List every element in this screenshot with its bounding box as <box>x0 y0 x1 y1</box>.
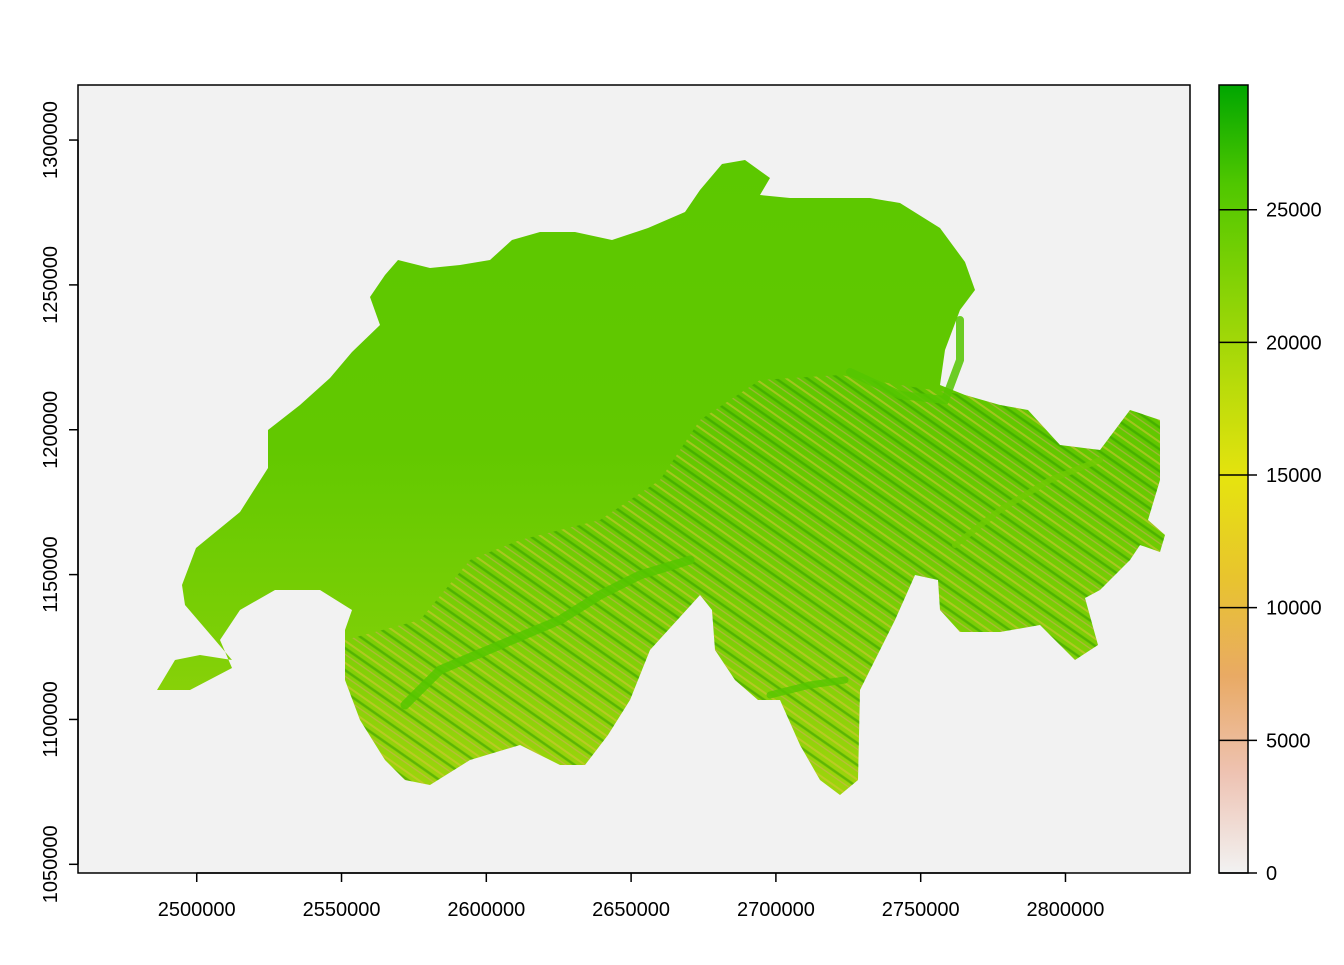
x-axis: 2500000 2550000 2600000 2650000 2700000 27500… <box>158 872 1105 921</box>
y-tick-label: 1050000 <box>40 825 62 903</box>
alpine-texture <box>345 375 1165 795</box>
rhine-valley <box>846 316 964 405</box>
color-legend: 0 5000 10000 15000 20000 25000 <box>1218 84 1322 885</box>
y-tick-label: 1250000 <box>40 246 62 324</box>
x-tick-label: 2650000 <box>592 899 670 921</box>
x-tick-label: 2550000 <box>303 899 381 921</box>
y-tick-label: 1200000 <box>40 391 62 469</box>
x-tick-label: 2500000 <box>158 899 236 921</box>
country-raster <box>157 160 1165 795</box>
inn-valley <box>952 457 1103 548</box>
legend-ticks: 0 5000 10000 15000 20000 25000 <box>1219 200 1322 885</box>
legend-tick-label: 20000 <box>1266 332 1322 354</box>
legend-tick-label: 25000 <box>1266 200 1322 222</box>
y-tick-label: 1100000 <box>40 681 62 757</box>
legend-tick-label: 10000 <box>1266 598 1322 620</box>
x-tick-label: 2750000 <box>882 899 960 921</box>
x-tick-label: 2600000 <box>447 899 525 921</box>
rhone-valley <box>400 555 695 710</box>
y-tick-label: 1300000 <box>40 101 62 179</box>
legend-tick-label: 0 <box>1266 863 1277 885</box>
y-axis: 1050000 1100000 1150000 1200000 1250000 13000… <box>40 101 79 903</box>
x-tick-label: 2800000 <box>1027 899 1105 921</box>
ticino-valley <box>766 676 849 699</box>
legend-tick-label: 5000 <box>1266 730 1311 752</box>
legend-color-bar <box>1218 84 1249 874</box>
y-tick-label: 1150000 <box>40 536 62 612</box>
x-tick-label: 2700000 <box>737 899 815 921</box>
legend-tick-label: 15000 <box>1266 465 1322 487</box>
